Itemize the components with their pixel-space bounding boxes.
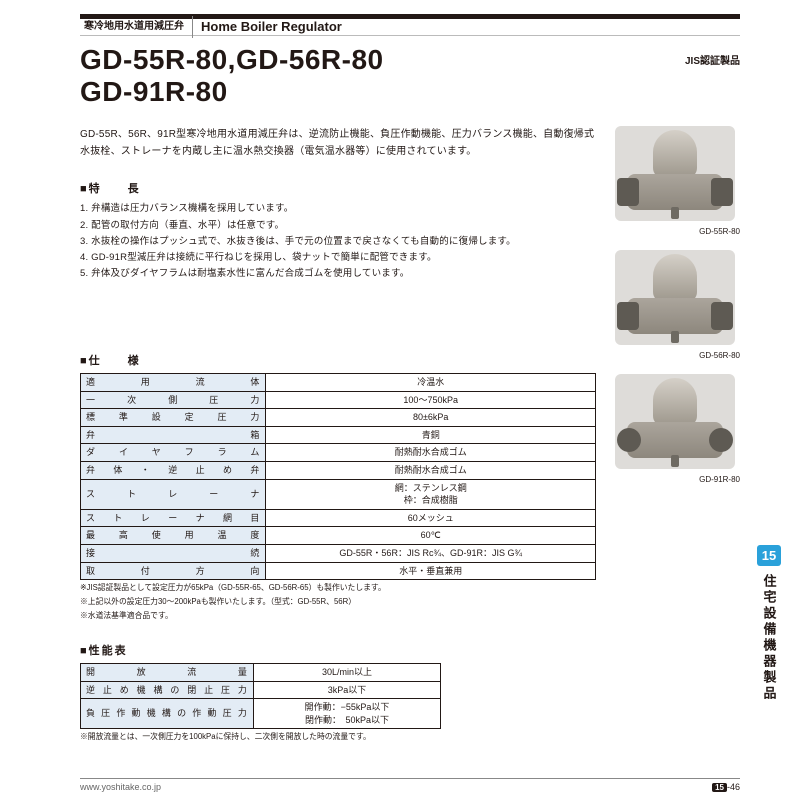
- table-row: ストレーナ網目60メッシュ: [81, 509, 596, 527]
- footer: www.yoshitake.co.jp 15-46: [80, 778, 740, 792]
- tab-text: 住宅設備機器製品: [760, 574, 779, 702]
- product-images: GD-55R-80 GD-56R-80 GD-91R-80: [610, 126, 740, 743]
- side-tab: 15 住宅設備機器製品: [756, 545, 782, 702]
- title-line-2: GD-91R-80: [80, 76, 740, 108]
- table-row: 逆止め機構の閉止圧力3kPa以下: [81, 681, 441, 699]
- spec-note: ※水道法基準適合品です。: [80, 611, 596, 622]
- table-row: 開放流量30L/min以上: [81, 663, 441, 681]
- tab-number: 15: [757, 545, 781, 566]
- table-row: ストレーナ網：ステンレス鋼枠：合成樹脂: [81, 479, 596, 509]
- page-number: 15-46: [712, 782, 740, 792]
- spec-note: ※JIS認証製品として設定圧力が65kPa（GD-55R-65、GD-56R-6…: [80, 583, 596, 594]
- feature-item: 1. 弁構造は圧力バランス機構を採用しています。: [80, 201, 596, 217]
- feature-item: 5. 弁体及びダイヤフラムは耐塩素水性に富んだ合成ゴムを使用しています。: [80, 266, 596, 282]
- feature-item: 2. 配管の取付方向（垂直、水平）は任意です。: [80, 218, 596, 234]
- table-row: ダイヤフラム耐熱耐水合成ゴム: [81, 444, 596, 462]
- table-row: 標準設定圧力80±6kPa: [81, 409, 596, 427]
- spec-table: 適用流体冷温水一次側圧力100〜750kPa標準設定圧力80±6kPa弁箱青銅ダ…: [80, 373, 596, 580]
- table-row: 一次側圧力100〜750kPa: [81, 391, 596, 409]
- section-perf-heading: ■性能表: [80, 642, 596, 658]
- footer-url: www.yoshitake.co.jp: [80, 782, 161, 792]
- table-row: 取付方向水平・垂直兼用: [81, 562, 596, 580]
- table-row: 弁箱青銅: [81, 426, 596, 444]
- table-row: 適用流体冷温水: [81, 374, 596, 392]
- spec-note: ※上記以外の設定圧力30〜200kPaも製作いたします。（型式：GD-55R、5…: [80, 597, 596, 608]
- product-image: [615, 374, 735, 469]
- description: GD-55R、56R、91R型寒冷地用水道用減圧弁は、逆流防止機能、負圧作動機能…: [80, 126, 596, 160]
- perf-table: 開放流量30L/min以上逆止め機構の閉止圧力3kPa以下負圧作動機構の作動圧力…: [80, 663, 441, 729]
- table-row: 接続GD-55R・56R：JIS Rc¾、GD-91R：JIS G¾: [81, 545, 596, 563]
- table-row: 最高使用温度60℃: [81, 527, 596, 545]
- product-label: GD-56R-80: [699, 351, 740, 360]
- product-title: GD-55R-80,GD-56R-80 GD-91R-80: [80, 44, 740, 108]
- header-bar: 寒冷地用水道用減圧弁 Home Boiler Regulator: [80, 14, 740, 36]
- section-spec-heading: ■仕 様: [80, 352, 596, 368]
- title-line-1: GD-55R-80,GD-56R-80: [80, 44, 740, 76]
- features-list: 1. 弁構造は圧力バランス機構を採用しています。2. 配管の取付方向（垂直、水平…: [80, 201, 596, 282]
- perf-note: ※開放流量とは、一次側圧力を100kPaに保持し、二次側を開放した時の流量です。: [80, 732, 596, 743]
- section-features-heading: ■特 長: [80, 180, 596, 196]
- table-row: 負圧作動機構の作動圧力開作動：−55kPa以下閉作動： 50kPa以下: [81, 699, 441, 729]
- product-label: GD-55R-80: [699, 227, 740, 236]
- spec-notes: ※JIS認証製品として設定圧力が65kPa（GD-55R-65、GD-56R-6…: [80, 583, 596, 622]
- header-jp: 寒冷地用水道用減圧弁: [80, 16, 193, 38]
- product-image: [615, 250, 735, 345]
- feature-item: 4. GD-91R型減圧弁は接続に平行ねじを採用し、袋ナットで簡単に配管できます…: [80, 250, 596, 266]
- table-row: 弁体・逆止め弁耐熱耐水合成ゴム: [81, 462, 596, 480]
- feature-item: 3. 水抜栓の操作はプッシュ式で、水抜き後は、手で元の位置まで戻さなくても自動的…: [80, 234, 596, 250]
- product-image: [615, 126, 735, 221]
- header-en: Home Boiler Regulator: [193, 16, 342, 38]
- product-label: GD-91R-80: [699, 475, 740, 484]
- jis-cert-label: JIS認証製品: [685, 52, 740, 67]
